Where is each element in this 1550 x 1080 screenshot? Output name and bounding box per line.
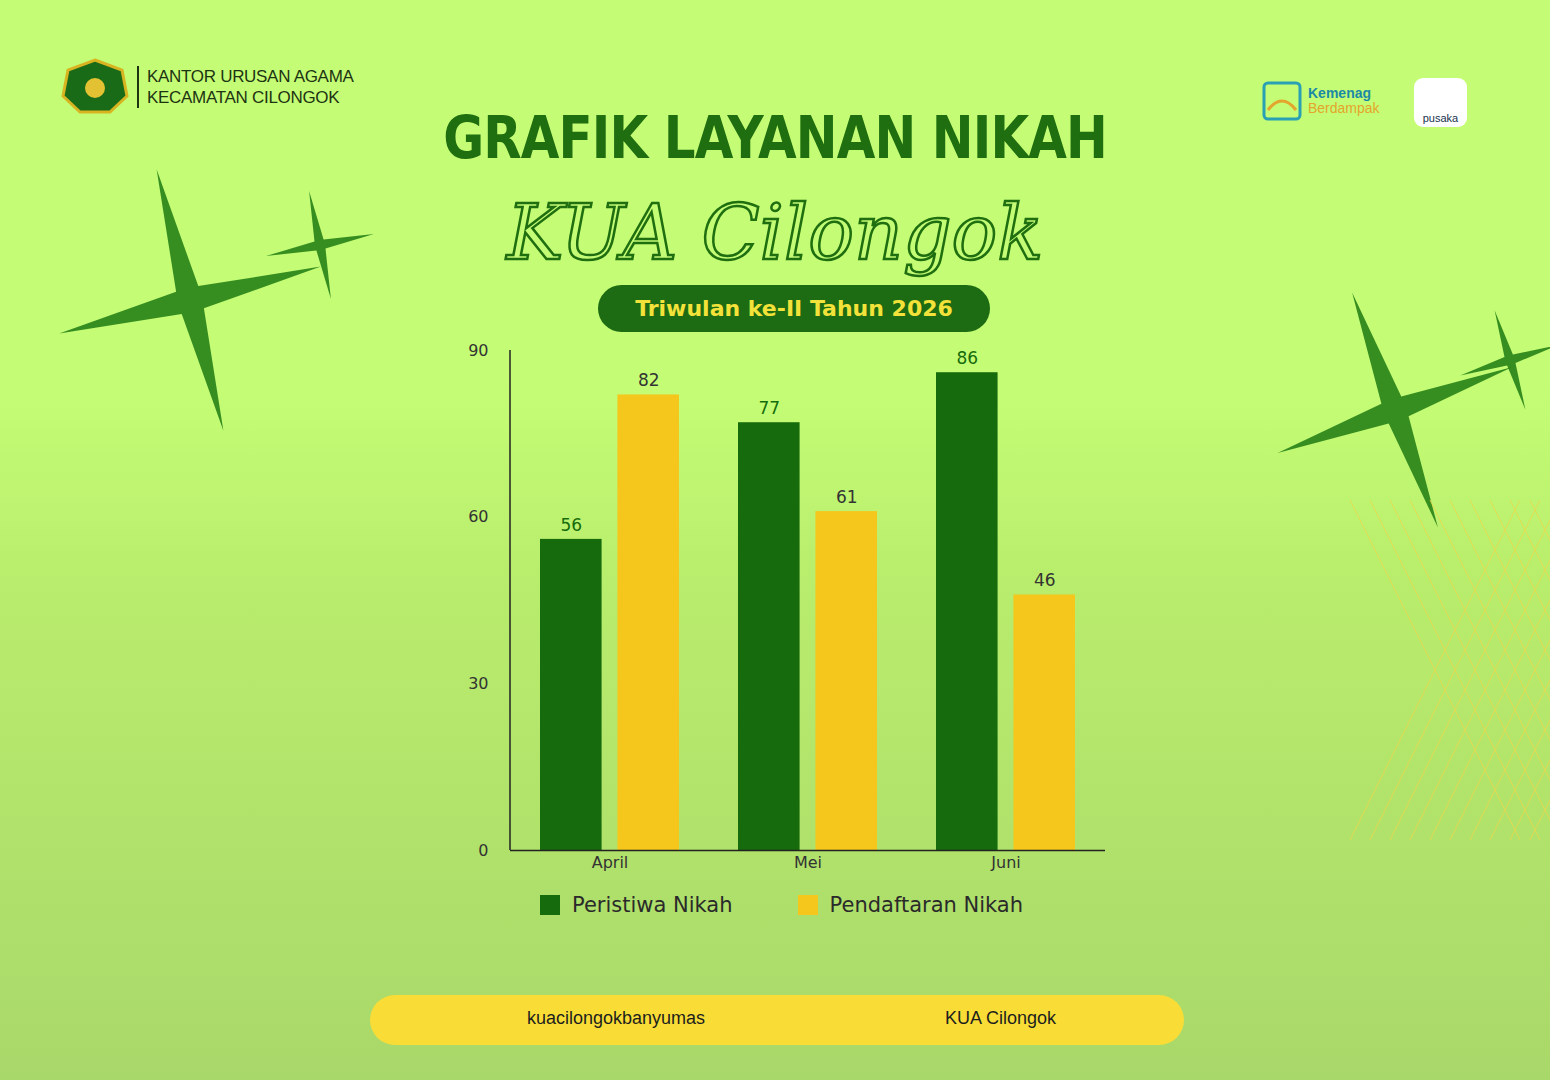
svg-text:60: 60: [468, 507, 488, 526]
html-text:Triwulan ke-II Tahun 2026: Triwulan ke-II Tahun 2026: [635, 296, 953, 321]
svg-text:0: 0: [478, 841, 488, 860]
html-text:GRAFIK LAYANAN NIKAH: GRAFIK LAYANAN NIKAH: [443, 104, 1107, 172]
html-text:Peristiwa Nikah: Peristiwa Nikah: [572, 893, 733, 917]
html-text:Berdampak: Berdampak: [1308, 100, 1380, 116]
html-text:Kemenag: Kemenag: [1308, 85, 1371, 101]
html-text:KUA Cilongok: KUA Cilongok: [945, 1008, 1057, 1028]
svg-text:Mei: Mei: [794, 853, 822, 872]
html-text:KECAMATAN CILONGOK: KECAMATAN CILONGOK: [147, 88, 340, 107]
svg-text:61: 61: [836, 487, 858, 507]
html-text:KUA Cilongok: KUA Cilongok: [506, 188, 1044, 277]
svg-text:Juni: Juni: [990, 853, 1020, 872]
svg-text:56: 56: [560, 515, 582, 535]
svg-text:30: 30: [468, 674, 488, 693]
svg-text:82: 82: [638, 370, 660, 390]
html-text:KANTOR URUSAN AGAMA: KANTOR URUSAN AGAMA: [147, 67, 354, 86]
svg-text:77: 77: [758, 398, 780, 418]
html-text:pusaka: pusaka: [1422, 112, 1459, 124]
svg-text:86: 86: [956, 348, 978, 368]
svg-text:April: April: [592, 853, 629, 872]
svg-text:90: 90: [468, 341, 488, 360]
html-text:kuacilongokbanyumas: kuacilongokbanyumas: [527, 1008, 706, 1028]
html-text:Pendaftaran Nikah: Pendaftaran Nikah: [829, 893, 1023, 917]
svg-text:46: 46: [1034, 570, 1056, 590]
